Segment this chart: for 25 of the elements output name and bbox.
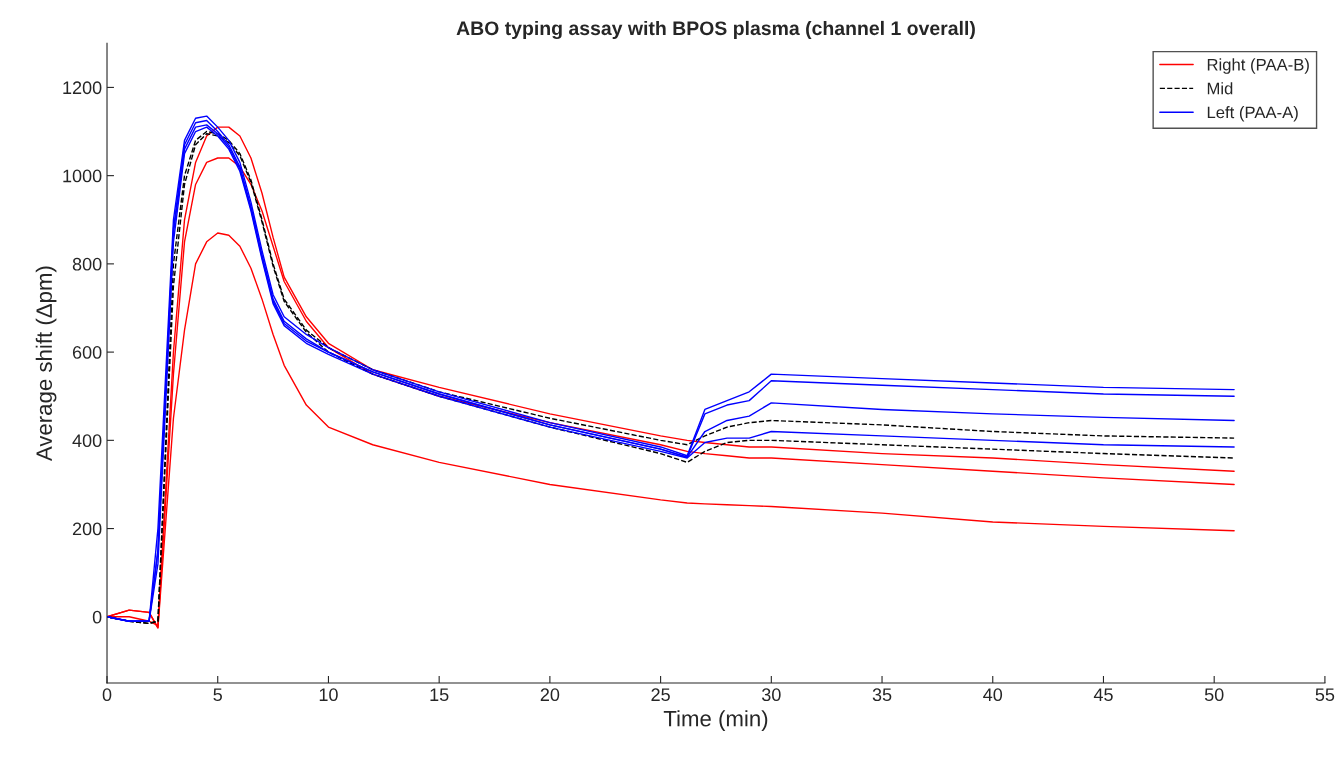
x-tick-label: 40 xyxy=(983,688,1003,702)
y-tick-label: 200 xyxy=(72,522,102,536)
y-tick-label: 800 xyxy=(72,257,102,271)
y-tick-label: 0 xyxy=(92,610,102,624)
x-axis-title: Time (min) xyxy=(663,710,768,731)
x-tick-label: 5 xyxy=(213,688,222,702)
x-tick-label: 50 xyxy=(1204,688,1224,702)
x-tick-label: 55 xyxy=(1315,688,1335,702)
y-tick-label: 1000 xyxy=(63,169,102,183)
chart-title: ABO typing assay with BPOS plasma (channel 1 overall) xyxy=(456,20,975,40)
y-axis-title: Average shift (Δpm) xyxy=(35,266,57,462)
x-tick-label: 20 xyxy=(540,688,560,702)
x-tick-label: 35 xyxy=(872,688,892,702)
y-tick-label: 600 xyxy=(72,346,102,359)
y-tick-label: 400 xyxy=(72,434,102,448)
x-tick-label: 25 xyxy=(651,688,670,702)
x-tick-label: 15 xyxy=(430,688,449,702)
legend-label: Left (PAA-A) xyxy=(1207,106,1298,122)
x-tick-label: 0 xyxy=(102,688,112,702)
x-tick-label: 10 xyxy=(319,688,338,702)
legend-label: Right (PAA-B) xyxy=(1207,58,1309,74)
legend-label: Mid xyxy=(1207,82,1233,95)
y-tick-label: 1200 xyxy=(63,81,102,95)
x-tick-label: 30 xyxy=(761,688,781,702)
x-tick-label: 45 xyxy=(1093,688,1113,702)
